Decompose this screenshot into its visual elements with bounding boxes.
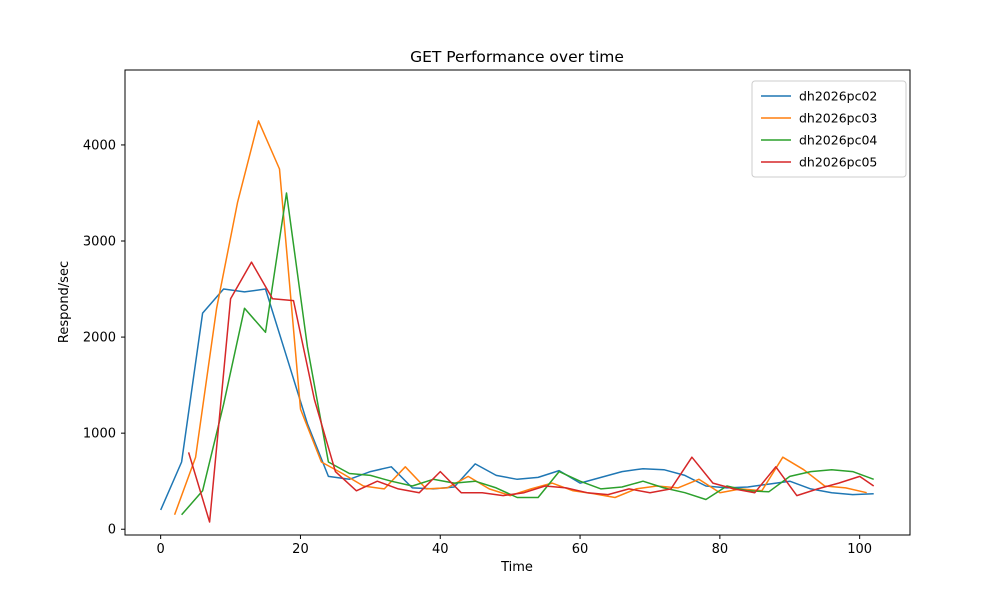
- y-axis-label: Respond/sec: [57, 261, 72, 343]
- chart-title: GET Performance over time: [410, 48, 624, 66]
- x-tick-label: 20: [292, 542, 309, 557]
- x-tick-label: 80: [712, 542, 729, 557]
- data-series: [160, 120, 875, 523]
- y-tick-label: 2000: [83, 331, 116, 346]
- legend-label-dh2026pc05: dh2026pc05: [799, 155, 877, 170]
- y-tick-label: 4000: [83, 138, 116, 153]
- x-tick-label: 40: [432, 542, 449, 557]
- series-line-dh2026pc03: [173, 120, 867, 516]
- x-axis-label: Time: [500, 560, 533, 575]
- y-tick-label: 3000: [83, 235, 116, 250]
- x-tick-label: 100: [847, 542, 872, 557]
- series-line-dh2026pc04: [181, 192, 874, 516]
- y-tick-label: 0: [108, 523, 116, 538]
- legend: dh2026pc02 dh2026pc03 dh2026pc04 dh2026pc05: [751, 80, 907, 178]
- x-tick-label: 60: [572, 542, 589, 557]
- y-tick-label: 1000: [83, 427, 116, 442]
- series-line-dh2026pc02: [160, 288, 874, 511]
- series-line-dh2026pc05: [187, 261, 875, 523]
- plot-area-border: [124, 69, 911, 536]
- legend-label-dh2026pc04: dh2026pc04: [799, 133, 877, 148]
- legend-label-dh2026pc02: dh2026pc02: [799, 89, 877, 104]
- legend-label-dh2026pc03: dh2026pc03: [799, 111, 877, 126]
- x-tick-label: 0: [157, 542, 165, 557]
- legend-box: [751, 80, 907, 178]
